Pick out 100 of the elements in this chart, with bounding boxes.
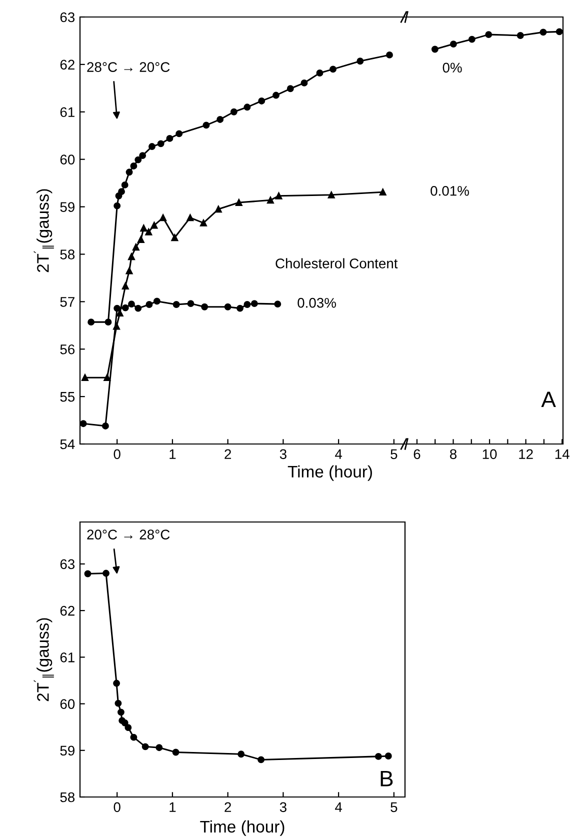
y-axis-title: 2T$^{′}$$_{∥}$(gauss) — [34, 618, 54, 702]
x-tick-label: 5 — [390, 802, 398, 812]
x-tick-label: 3 — [280, 449, 286, 460]
y-tick-label: 59 — [60, 746, 74, 756]
series-label: 0.03% — [298, 298, 336, 308]
y-tick-label: 59 — [60, 202, 74, 212]
point — [374, 752, 382, 760]
point — [224, 303, 232, 310]
x-tick-label: 4 — [335, 449, 342, 459]
point — [230, 108, 238, 116]
y-tick-label: 57 — [60, 297, 74, 307]
point — [130, 162, 138, 170]
point — [384, 752, 392, 760]
point — [118, 188, 125, 196]
point — [124, 724, 132, 732]
point — [171, 234, 178, 242]
point — [316, 70, 324, 76]
point — [104, 318, 112, 326]
legend-label: 0% — [442, 62, 462, 73]
point — [113, 680, 120, 687]
point — [116, 310, 124, 317]
point — [139, 152, 146, 160]
point — [122, 304, 129, 312]
y-tick-label: 63 — [60, 559, 75, 570]
point — [258, 756, 265, 764]
point — [485, 31, 492, 38]
point — [121, 181, 128, 188]
point — [386, 51, 393, 58]
point — [128, 253, 135, 260]
point — [266, 196, 274, 204]
y-tick-label: 60 — [60, 699, 75, 709]
point — [300, 79, 308, 86]
y-tick-label: 63 — [60, 12, 75, 22]
point — [187, 300, 194, 308]
point — [84, 570, 92, 578]
annotation: A — [541, 392, 556, 408]
point — [148, 143, 156, 150]
y-tick-label: 62 — [60, 606, 74, 616]
point — [137, 236, 144, 243]
point — [250, 300, 258, 308]
point — [328, 191, 335, 198]
x-tick-label: 1 — [170, 449, 176, 459]
point — [157, 140, 164, 148]
point — [132, 244, 140, 251]
y-tick-label: 54 — [60, 439, 75, 450]
point — [146, 301, 153, 308]
point — [134, 304, 142, 312]
x-tick-label: 0 — [114, 449, 120, 460]
point — [556, 28, 563, 36]
x-tick-label: 2 — [224, 449, 231, 459]
annotation: Cholesterol Content — [276, 258, 398, 268]
point — [126, 267, 133, 274]
x-tick-label: 12 — [519, 449, 533, 459]
x-tick-label: 14 — [555, 449, 570, 459]
point — [274, 300, 282, 308]
x-tick-label: 0 — [114, 802, 120, 812]
x-tick-label: 8 — [450, 449, 457, 460]
point — [238, 750, 245, 758]
y-tick-label: 62 — [60, 60, 74, 70]
point — [166, 134, 174, 142]
point — [150, 222, 158, 229]
point — [114, 202, 121, 210]
point — [275, 192, 282, 200]
y-axis-title: 2T$^{′}$$_{∥}$(gauss) — [34, 189, 54, 272]
point — [130, 734, 138, 741]
x-tick-label: 6 — [414, 449, 420, 460]
annotation: B — [380, 770, 393, 786]
point — [356, 58, 364, 65]
point — [156, 744, 163, 752]
point — [186, 214, 194, 222]
y-tick-label: 58 — [60, 250, 75, 260]
point — [160, 214, 167, 222]
annotation: 20°C → 28°C — [87, 530, 170, 540]
point — [122, 282, 129, 290]
y-tick-label: 61 — [60, 652, 74, 662]
y-tick-label: 56 — [60, 344, 75, 354]
x-tick-label: 5 — [390, 449, 398, 460]
point — [200, 219, 207, 226]
x-tick-label: 1 — [170, 802, 176, 812]
y-tick-label: 55 — [60, 392, 75, 402]
x-tick-label: 10 — [482, 449, 497, 460]
point — [153, 298, 160, 305]
point — [201, 303, 208, 310]
x-axis-title: Time (hour) — [288, 465, 372, 481]
point — [134, 156, 142, 164]
point — [172, 748, 180, 756]
point — [102, 570, 110, 577]
point — [516, 32, 524, 39]
point — [104, 374, 111, 382]
y-tick-label: 61 — [60, 107, 74, 118]
point — [140, 224, 148, 232]
point — [88, 318, 95, 326]
point — [216, 116, 224, 123]
point — [172, 301, 180, 308]
point — [244, 104, 251, 111]
point — [202, 122, 210, 129]
annotation: 28°C → 20°C — [87, 62, 170, 72]
point — [286, 85, 294, 92]
point — [214, 206, 222, 213]
point — [244, 301, 251, 308]
